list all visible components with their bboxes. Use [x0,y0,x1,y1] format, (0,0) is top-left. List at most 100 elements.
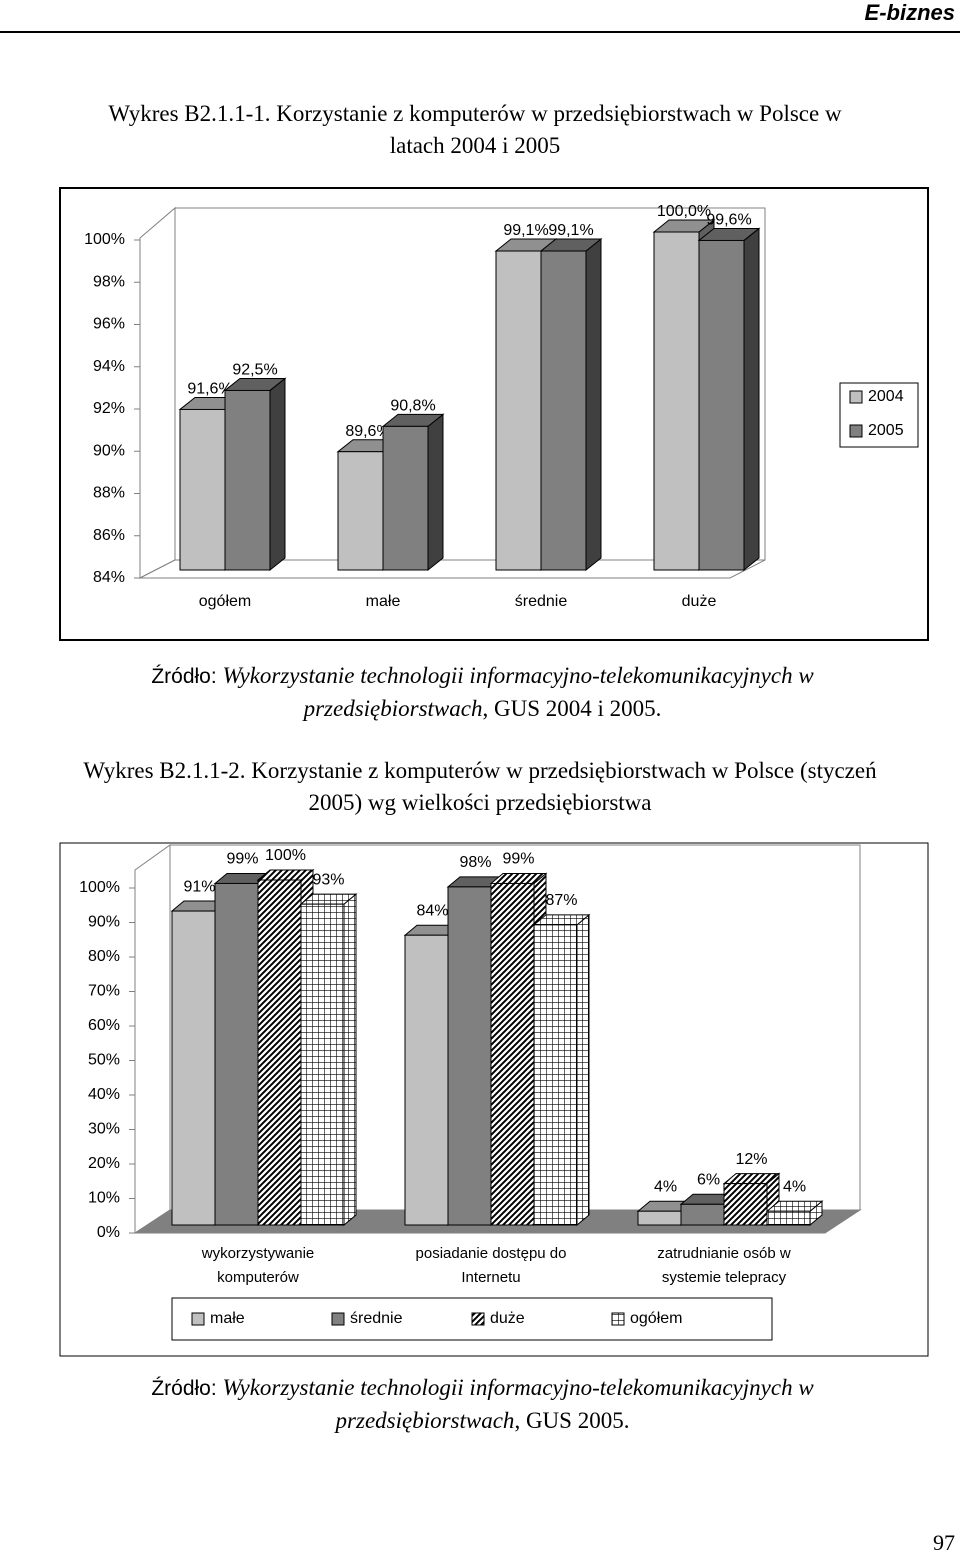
value-label: 87% [545,892,577,909]
bar-front [300,903,345,1226]
legend-swatch [849,424,863,438]
value-label: 4% [783,1178,806,1195]
source-label: Źródło: [151,665,217,688]
bar-front [533,924,578,1226]
y-tick-label: 20% [88,1155,120,1172]
legend-swatch [849,390,863,404]
y-tick-label: 80% [88,948,120,965]
value-label: 4% [654,1178,677,1195]
floor [139,559,766,579]
y-tick-label: 100% [84,231,125,248]
bar-front [653,231,700,571]
x-tick-label: duże [682,593,717,610]
source-publisher: , GUS 2005. [514,1408,630,1433]
legend-swatch [191,1312,205,1326]
y-tick-label: 40% [88,1086,120,1103]
x-tick-label: małe [366,593,401,610]
value-label: 6% [697,1172,720,1189]
y-tick-label: 88% [93,485,125,502]
bar-side [269,377,286,572]
bar-front [495,250,542,571]
figure-caption: Wykres B2.1.1-1. Korzystanie z komputeró… [108,101,842,158]
value-label: 91,6% [187,381,232,398]
bar [381,413,445,572]
bar-front [224,389,271,571]
bar-front [214,882,259,1226]
legend-label: duże [490,1310,525,1327]
chart-frame [59,187,929,641]
bar-front [447,886,492,1226]
running-header: E-biznes [865,0,955,25]
side-wall [139,206,176,579]
bar-front [382,425,429,571]
value-label: 90,8% [390,398,435,415]
y-tick-label: 86% [93,527,125,544]
source-title: Wykorzystanie technologii informacyjno-t… [222,663,814,721]
y-tick-label: 98% [93,273,125,290]
value-label: 99,6% [706,212,751,229]
figure-caption: Wykres B2.1.1-2. Korzystanie z komputeró… [83,758,877,815]
value-label: 92,5% [232,362,277,379]
chart-frame [59,842,929,1357]
legend-label: małe [210,1310,245,1327]
value-label: 98% [459,854,491,871]
legend-swatch [471,1312,485,1326]
bar-front [257,879,302,1226]
x-tick-label: ogółem [199,593,251,610]
figure-source: Źródło: Wykorzystanie technologii inform… [110,660,855,725]
bar-side [343,893,357,1227]
y-tick-label: 60% [88,1017,120,1034]
bar [299,893,358,1227]
legend-label: 2004 [868,388,904,405]
bar [539,237,603,572]
bar-side [585,237,602,572]
source-publisher: , GUS 2004 i 2005. [482,696,662,721]
x-tick-label: średnie [515,593,568,610]
bar [722,1172,781,1227]
value-label: 100,0% [657,203,711,220]
source-label: Źródło: [151,1377,217,1400]
bar-front [337,451,384,571]
bar [697,227,761,572]
source-title: Wykorzystanie technologii informacyjno-t… [222,1375,814,1433]
bar-front [490,882,535,1226]
value-label: 99,1% [503,222,548,239]
value-label: 93% [312,871,344,888]
bar [223,377,287,572]
value-label: 100% [265,847,306,864]
legend-label: 2005 [868,422,904,439]
bar-front [179,408,226,571]
y-tick-label: 100% [79,879,120,896]
legend-label: średnie [350,1310,403,1327]
value-label: 99,1% [548,222,593,239]
y-tick-label: 84% [93,569,125,586]
bar-side [743,227,760,572]
y-tick-label: 10% [88,1190,120,1207]
value-label: 89,6% [345,423,390,440]
y-tick-label: 92% [93,400,125,417]
value-label: 99% [226,851,258,868]
bar-front [637,1210,682,1226]
legend-swatch [611,1312,625,1326]
bar-front [171,910,216,1226]
y-tick-label: 90% [88,914,120,931]
value-label: 91% [183,878,215,895]
legend-swatch [331,1312,345,1326]
y-tick-label: 0% [97,1224,120,1241]
bar [532,913,591,1227]
bar-front [766,1210,811,1226]
bar-front [723,1183,768,1226]
bar-front [698,239,745,571]
legend-label: ogółem [630,1310,682,1327]
value-label: 84% [416,902,448,919]
y-tick-label: 90% [93,442,125,459]
value-label: 99% [502,851,534,868]
x-tick-label: zatrudnianie osób w systemie telepracy [657,1245,791,1286]
bar-side [427,413,444,572]
y-tick-label: 50% [88,1052,120,1069]
bar-front [680,1203,725,1226]
figure-source: Źródło: Wykorzystanie technologii inform… [110,1372,855,1437]
y-tick-label: 94% [93,358,125,375]
